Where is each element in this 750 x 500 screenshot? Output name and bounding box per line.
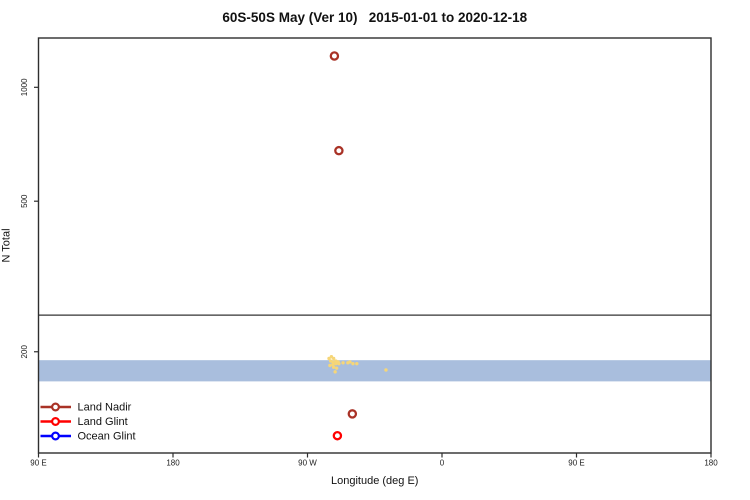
legend-label: Land Glint	[78, 416, 128, 428]
data-point-gold-cluster	[351, 361, 355, 366]
data-point-gold-cluster	[327, 356, 331, 361]
chart-title: 60S-50S May (Ver 10) 2015-01-01 to 2020-…	[222, 10, 527, 25]
data-point-gold-cluster	[348, 360, 352, 364]
plot-border	[37, 37, 712, 454]
y-tick-label: 500	[20, 194, 29, 208]
x-tick-label: 90 E	[30, 459, 46, 468]
y-axis-label: N Total	[1, 228, 13, 262]
data-point-land-nadir	[347, 409, 358, 419]
data-point-gold-cluster	[331, 360, 335, 364]
x-axis-ticks: 90 E 180 90 W 0 90 E 180	[30, 453, 718, 468]
data-point-gold-cluster	[355, 361, 359, 366]
x-axis-label: Longitude (deg E)	[331, 475, 418, 487]
data-point-gold-cluster	[331, 362, 335, 367]
x-tick-label: 90 W	[298, 459, 317, 468]
data-point-gold-cluster	[331, 365, 336, 369]
y-tick-label: 1000	[20, 78, 29, 96]
data-point-land-nadir	[334, 145, 344, 156]
series-points	[329, 51, 358, 441]
gold-cluster-points	[327, 355, 388, 374]
data-point-gold-cluster	[331, 356, 336, 361]
x-tick-label: 180	[704, 459, 718, 468]
x-tick-label: 0	[440, 459, 445, 468]
legend-marker-icon	[50, 417, 60, 427]
data-point-land-nadir	[329, 51, 340, 61]
data-point-gold-cluster	[384, 368, 388, 372]
y-axis-ticks: 200 500 1000	[20, 78, 39, 359]
legend-marker-icon	[50, 402, 60, 412]
data-point-gold-cluster	[333, 370, 337, 374]
x-tick-label: 180	[166, 459, 180, 468]
legend-marker-icon	[50, 431, 60, 441]
threshold-band	[38, 360, 711, 382]
legend: Land Nadir Land Glint Ocean Glint	[40, 402, 136, 443]
legend-label: Land Nadir	[78, 402, 132, 414]
x-tick-label: 90 E	[568, 459, 584, 468]
data-point-gold-cluster	[334, 366, 339, 370]
data-point-gold-cluster	[336, 360, 340, 364]
data-point-gold-cluster	[328, 363, 332, 368]
data-point-land-glint	[332, 430, 343, 441]
y-tick-label: 200	[20, 345, 29, 359]
legend-label: Ocean Glint	[78, 431, 136, 443]
data-point-gold-cluster	[341, 361, 345, 365]
